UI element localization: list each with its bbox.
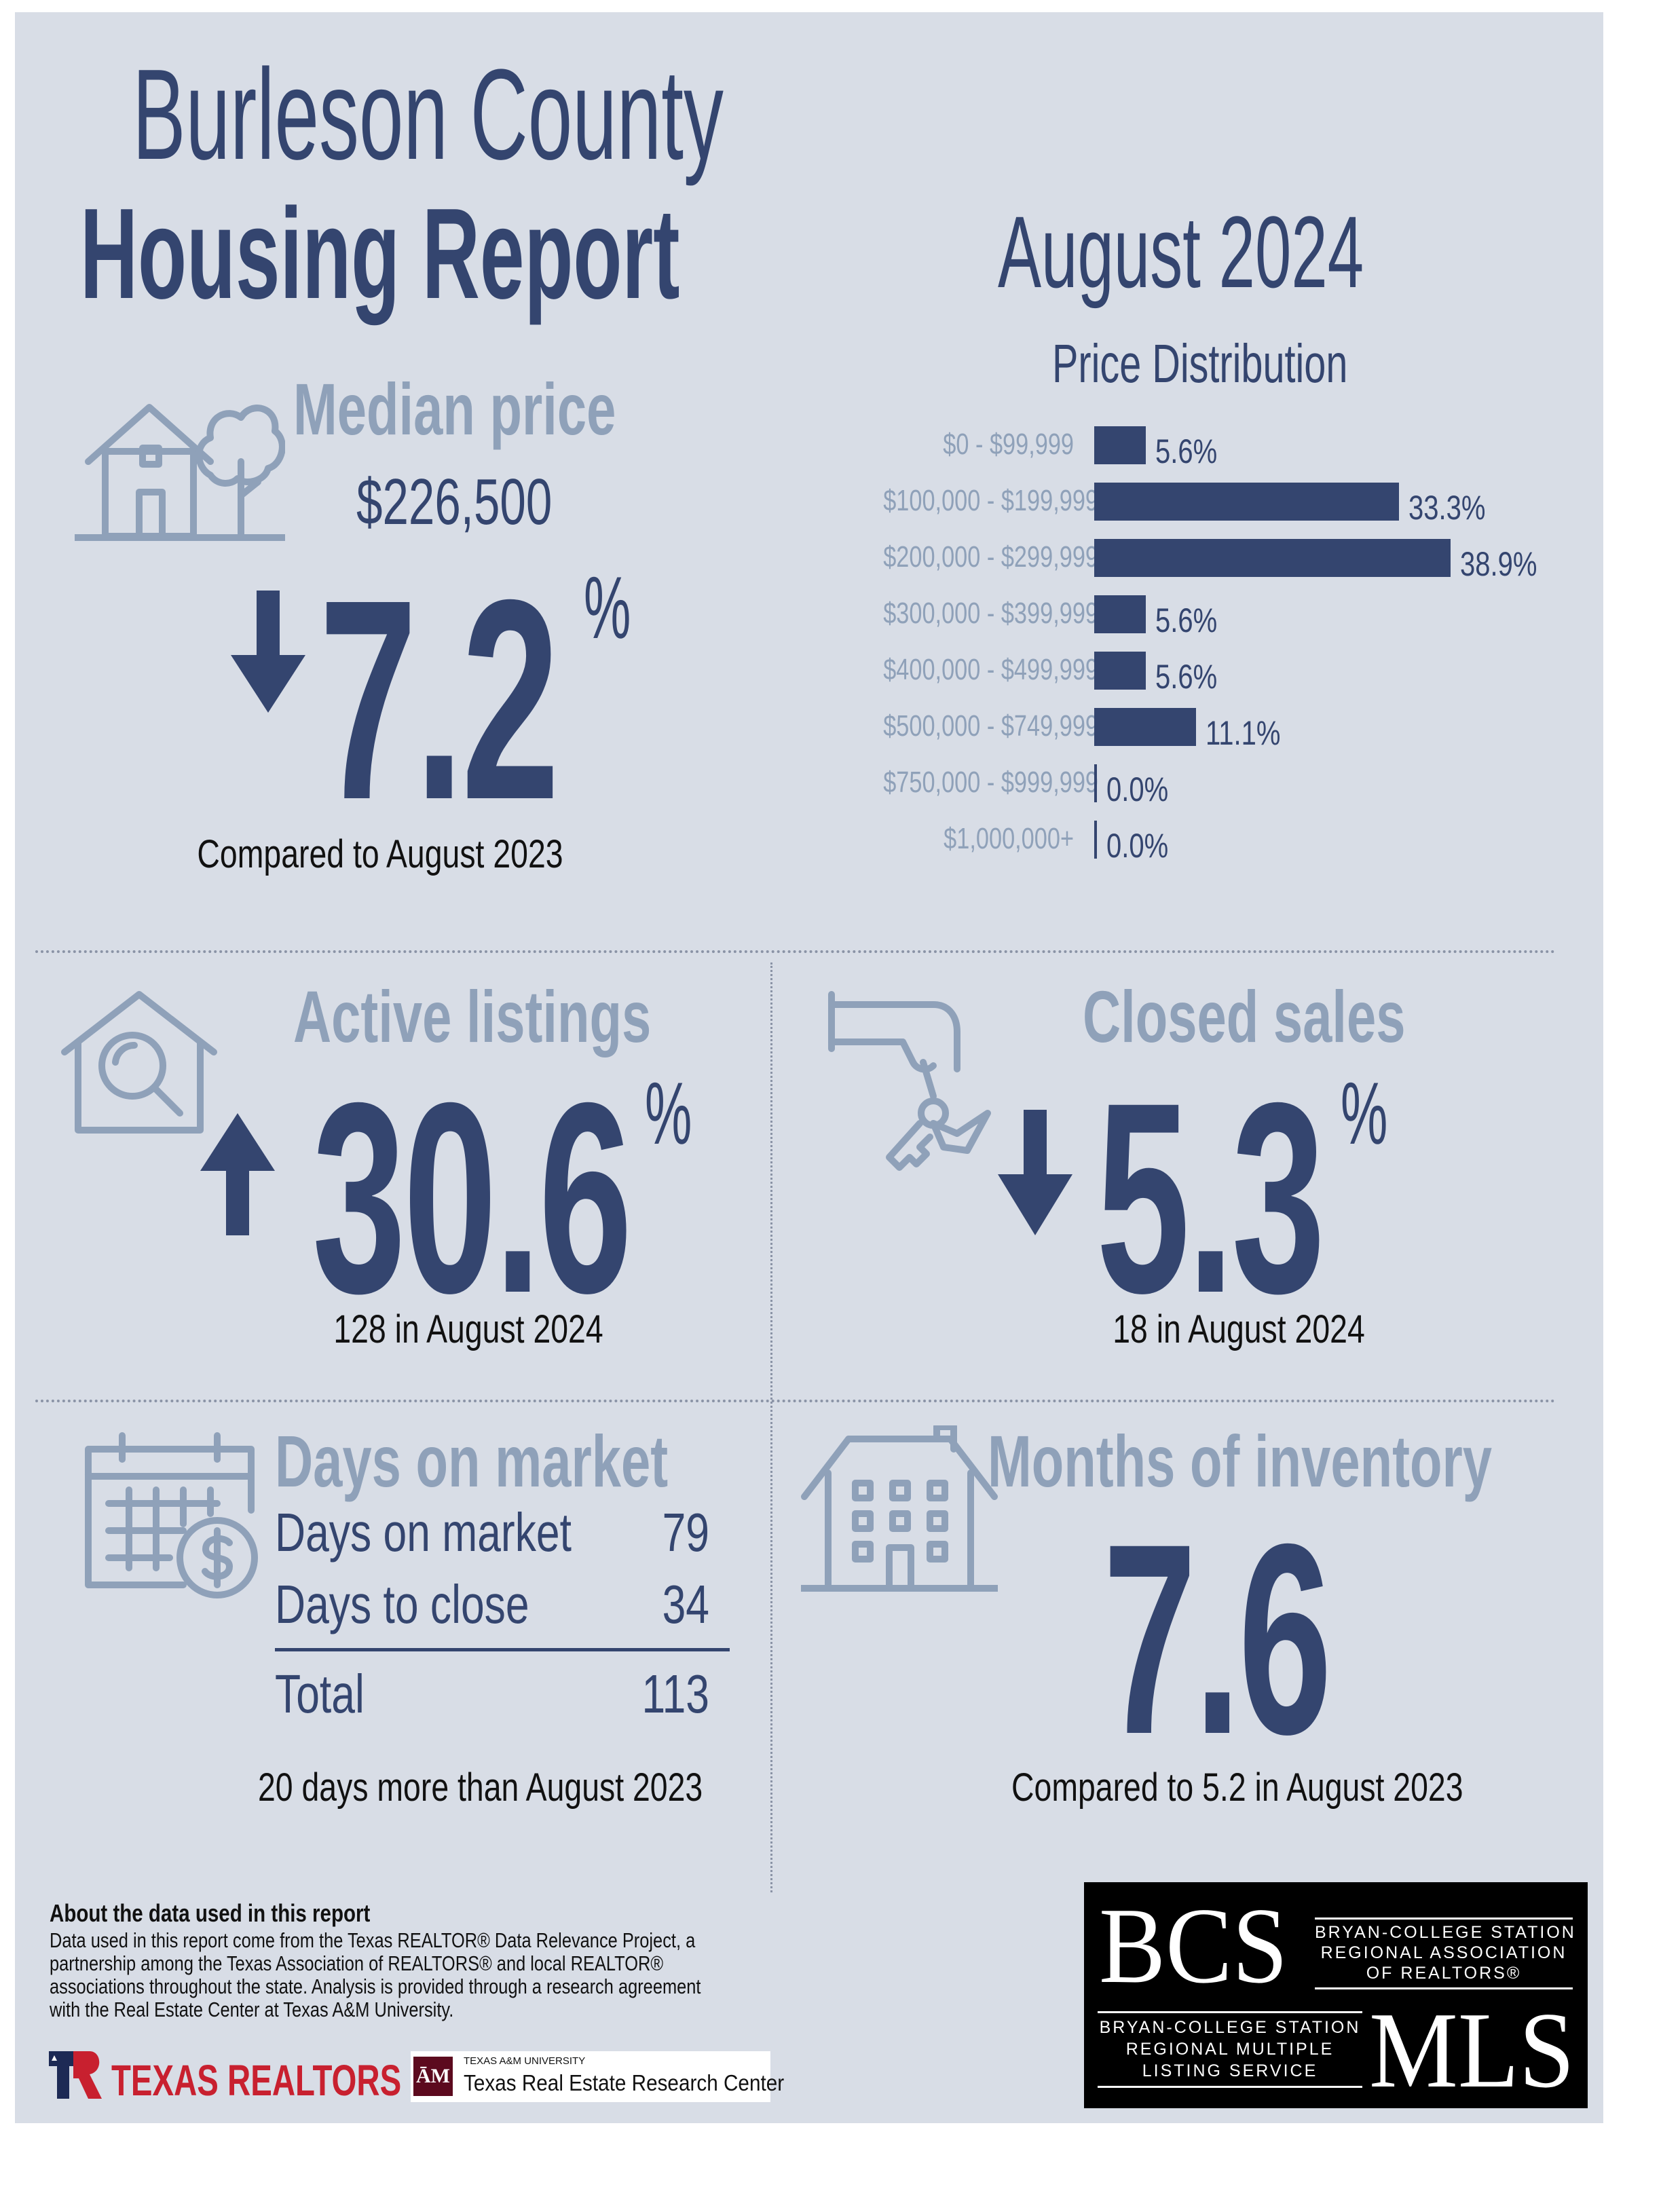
tamu-logo: ĀM TEXAS A&M UNIVERSITY Texas Real Estat…	[411, 2051, 784, 2102]
bar-category-label: $100,000 - $199,999	[883, 484, 1098, 517]
closed-sales-percent-sign: %	[1341, 1064, 1388, 1163]
divider-2	[35, 1400, 1556, 1402]
closed-sales-change: 5.3	[1096, 1046, 1325, 1349]
bar-value-label: 5.6%	[1155, 658, 1217, 696]
tamu-center-text: Texas Real Estate Research Center	[464, 2070, 785, 2095]
bar-value-label: 5.6%	[1155, 432, 1217, 470]
bar	[1094, 764, 1097, 802]
bcs-mark: BCS	[1099, 1885, 1288, 2006]
bcs-mls-logo: BCS BRYAN-COLLEGE STATION REGIONAL ASSOC…	[1084, 1882, 1588, 2108]
tamu-small-text: TEXAS A&M UNIVERSITY	[464, 2055, 586, 2067]
mls-rule-bottom	[1098, 2086, 1362, 2088]
report-title-line2: Housing Report	[80, 182, 680, 326]
active-listings-heading: Active listings	[293, 975, 652, 1058]
bar-category-label: $400,000 - $499,999	[883, 653, 1098, 686]
price-distribution-chart: $0 - $99,999 5.6% $100,000 - $199,999 33.3%…	[0, 0, 1680, 882]
dom-row-value-1: 34	[662, 1574, 709, 1634]
bcs-assoc-line3: OF REALTORS®	[1366, 1964, 1522, 1983]
building-icon	[798, 1423, 1001, 1595]
months-of-inventory-heading: Months of inventory	[988, 1420, 1493, 1502]
bar-category-label: $750,000 - $999,999	[883, 766, 1098, 799]
bar	[1094, 708, 1196, 746]
report-panel	[15, 12, 1603, 2123]
bar	[1094, 539, 1451, 577]
dom-row-value-0: 79	[662, 1502, 709, 1563]
up-arrow-icon	[200, 1113, 275, 1235]
closed-sales-heading: Closed sales	[1083, 975, 1406, 1058]
bcs-rule-top	[1315, 1917, 1573, 1920]
report-title-line1: Burleson County	[132, 43, 724, 187]
mls-line2: REGIONAL MULTIPLE	[1125, 2040, 1334, 2059]
price-distribution-title: Price Distribution	[1052, 333, 1348, 394]
median-price-value: $226,500	[356, 466, 553, 538]
mls-line1: BRYAN-COLLEGE STATION	[1099, 2018, 1361, 2037]
median-price-percent-sign: %	[584, 558, 631, 657]
median-price-heading: Median price	[293, 368, 616, 450]
bar-category-label: $500,000 - $749,999	[883, 709, 1098, 743]
bar-category-label: $200,000 - $299,999	[883, 540, 1098, 574]
bar	[1094, 595, 1146, 633]
active-listings-change: 30.6	[312, 1046, 633, 1349]
days-on-market-heading: Days on market	[275, 1420, 669, 1502]
tamu-mark-icon: ĀM	[413, 2057, 453, 2096]
bar-value-label: 5.6%	[1155, 601, 1217, 639]
median-price-caption: Compared to August 2023	[197, 832, 563, 876]
house-tree-icon	[71, 380, 288, 543]
months-of-inventory-caption: Compared to 5.2 in August 2023	[1011, 1765, 1463, 1810]
divider-vertical	[770, 962, 772, 1892]
active-listings-caption: 128 in August 2024	[333, 1307, 603, 1351]
bar-category-label: $300,000 - $399,999	[883, 597, 1098, 630]
bar-category-label: $0 - $99,999	[943, 428, 1074, 461]
bar-value-label: 11.1%	[1205, 714, 1281, 752]
dom-total-label: Total	[275, 1664, 365, 1724]
bar-value-label: 0.0%	[1106, 827, 1169, 865]
report-period: August 2024	[998, 195, 1364, 309]
bcs-assoc-line1: BRYAN-COLLEGE STATION	[1315, 1923, 1576, 1942]
divider-1	[35, 950, 1556, 953]
bcs-assoc-line2: REGIONAL ASSOCIATION	[1320, 1943, 1567, 1962]
calendar-dollar-icon	[81, 1429, 261, 1605]
active-listings-percent-sign: %	[645, 1064, 692, 1163]
bar	[1094, 483, 1400, 521]
bcs-rule-bottom	[1315, 1987, 1573, 1989]
dom-total-value: 113	[641, 1664, 709, 1724]
house-search-icon	[61, 988, 217, 1137]
bar	[1094, 652, 1146, 690]
months-of-inventory-value: 7.6	[1103, 1487, 1332, 1791]
bar	[1094, 821, 1097, 859]
dom-row-label-0: Days on market	[275, 1502, 572, 1563]
hand-key-icon	[825, 988, 1001, 1178]
median-price-change: 7.2	[319, 541, 560, 859]
texas-realtors-logo: TEXAS REALTORS	[49, 2051, 401, 2105]
about-title: About the data used in this report	[50, 1899, 371, 1927]
down-arrow-icon	[231, 591, 305, 713]
bar-value-label: 33.3%	[1408, 489, 1486, 527]
down-arrow-icon-closed	[998, 1110, 1072, 1235]
mls-rule-top	[1098, 2011, 1362, 2013]
days-on-market-caption: 20 days more than August 2023	[258, 1765, 703, 1810]
mls-mark: MLS	[1369, 1989, 1575, 2110]
bar	[1094, 426, 1146, 464]
dom-total-rule	[275, 1648, 730, 1651]
closed-sales-caption: 18 in August 2024	[1113, 1307, 1365, 1351]
texas-realtors-wordmark: TEXAS REALTORS	[111, 2056, 402, 2105]
bar-value-label: 0.0%	[1106, 770, 1169, 808]
about-body: Data used in this report come from the T…	[50, 1928, 701, 2021]
mls-line3: LISTING SERVICE	[1142, 2061, 1318, 2080]
bar-value-label: 38.9%	[1460, 545, 1537, 583]
dom-row-label-1: Days to close	[275, 1574, 529, 1634]
bar-category-label: $1,000,000+	[944, 822, 1074, 855]
